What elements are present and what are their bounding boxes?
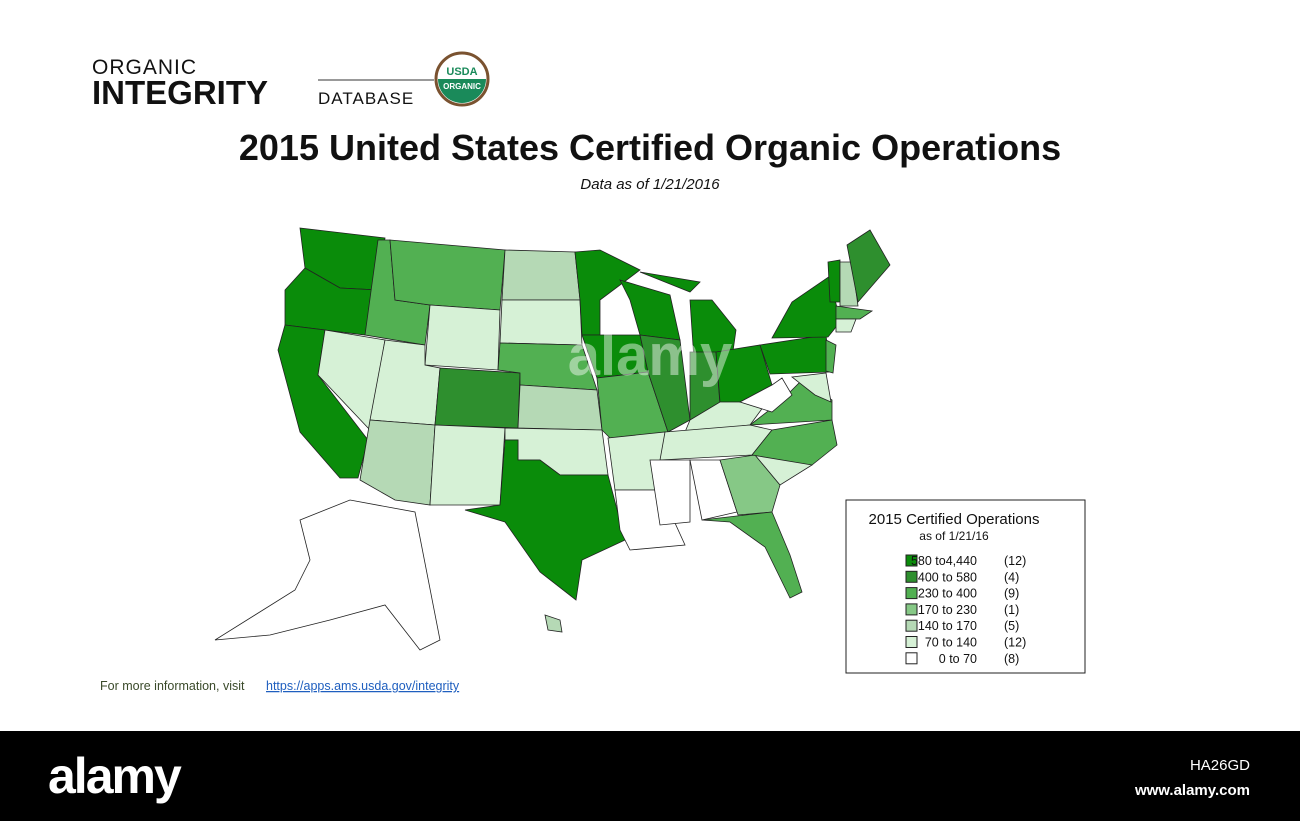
- legend-range: 400 to 580: [918, 570, 977, 584]
- state: [790, 372, 832, 403]
- legend-count: (5): [1004, 619, 1019, 633]
- legend-range: 140 to 170: [918, 619, 977, 633]
- legend-subtitle: as of 1/21/16: [919, 529, 989, 543]
- legend-swatch: [905, 570, 918, 583]
- legend-swatch: [905, 587, 918, 600]
- legend-count: (12): [1004, 636, 1026, 650]
- logo-line1: ORGANIC: [92, 56, 197, 79]
- legend-count: (8): [1004, 652, 1019, 666]
- seal-text: USDA: [446, 66, 477, 78]
- bottom-bar: [0, 731, 1300, 821]
- state: [827, 259, 841, 303]
- seal-bottom: [438, 79, 486, 103]
- subtitle: Data as of 1/21/2016: [580, 176, 720, 193]
- us-map: [214, 227, 891, 651]
- logo-line2: INTEGRITY: [92, 74, 268, 111]
- state: [649, 459, 691, 526]
- state: [701, 511, 803, 599]
- legend-swatch: [905, 619, 918, 632]
- state: [429, 424, 506, 506]
- state: [738, 377, 793, 413]
- legend-count: (4): [1004, 570, 1019, 584]
- seal-top: [438, 55, 486, 79]
- legend-swatch: [905, 636, 918, 648]
- footer-link[interactable]: https://apps.ams.usda.gov/integrity: [266, 679, 460, 693]
- state: [544, 614, 563, 633]
- image-id: HA26GD: [1190, 757, 1250, 774]
- legend-range: 580 to4,440: [911, 554, 977, 568]
- state: [389, 239, 506, 311]
- legend-swatch: [905, 652, 918, 665]
- state: [846, 229, 891, 303]
- state: [424, 304, 501, 371]
- watermark: alamy: [568, 323, 732, 388]
- legend-box: [845, 499, 1086, 674]
- state: [434, 367, 521, 429]
- state: [759, 334, 831, 375]
- legend-range: 170 to 230: [918, 603, 977, 617]
- state: [719, 454, 781, 516]
- state: [751, 419, 838, 466]
- legend-swatch: [905, 554, 918, 567]
- state: [574, 249, 641, 336]
- seal-text: ORGANIC: [443, 82, 481, 91]
- footer-text: For more information, visit: [100, 679, 245, 693]
- state: [835, 318, 857, 333]
- title: 2015 United States Certified Organic Ope…: [239, 127, 1061, 168]
- brand: alamy: [48, 748, 182, 804]
- state: [835, 305, 874, 320]
- state: [639, 334, 691, 433]
- legend-range: 230 to 400: [918, 587, 977, 601]
- state: [359, 419, 436, 506]
- legend-range: 0 to 70: [939, 652, 977, 666]
- site: www.alamy.com: [1134, 782, 1250, 799]
- logo-line3: DATABASE: [318, 89, 414, 108]
- state: [639, 271, 701, 293]
- legend-count: (9): [1004, 587, 1019, 601]
- legend-range: 70 to 140: [925, 636, 977, 650]
- state: [825, 339, 837, 374]
- state: [501, 249, 581, 301]
- state: [614, 489, 686, 551]
- state: [517, 384, 603, 431]
- legend-count: (12): [1004, 554, 1026, 568]
- legend-title: 2015 Certified Operations: [869, 511, 1040, 528]
- legend-count: (1): [1004, 603, 1019, 617]
- state: [214, 499, 441, 651]
- state: [464, 439, 626, 601]
- legend-items: 580 to4,440 (12) 400 to 580 (4) 230 to 400 (9…: [905, 554, 1026, 666]
- legend-swatch: [905, 603, 918, 616]
